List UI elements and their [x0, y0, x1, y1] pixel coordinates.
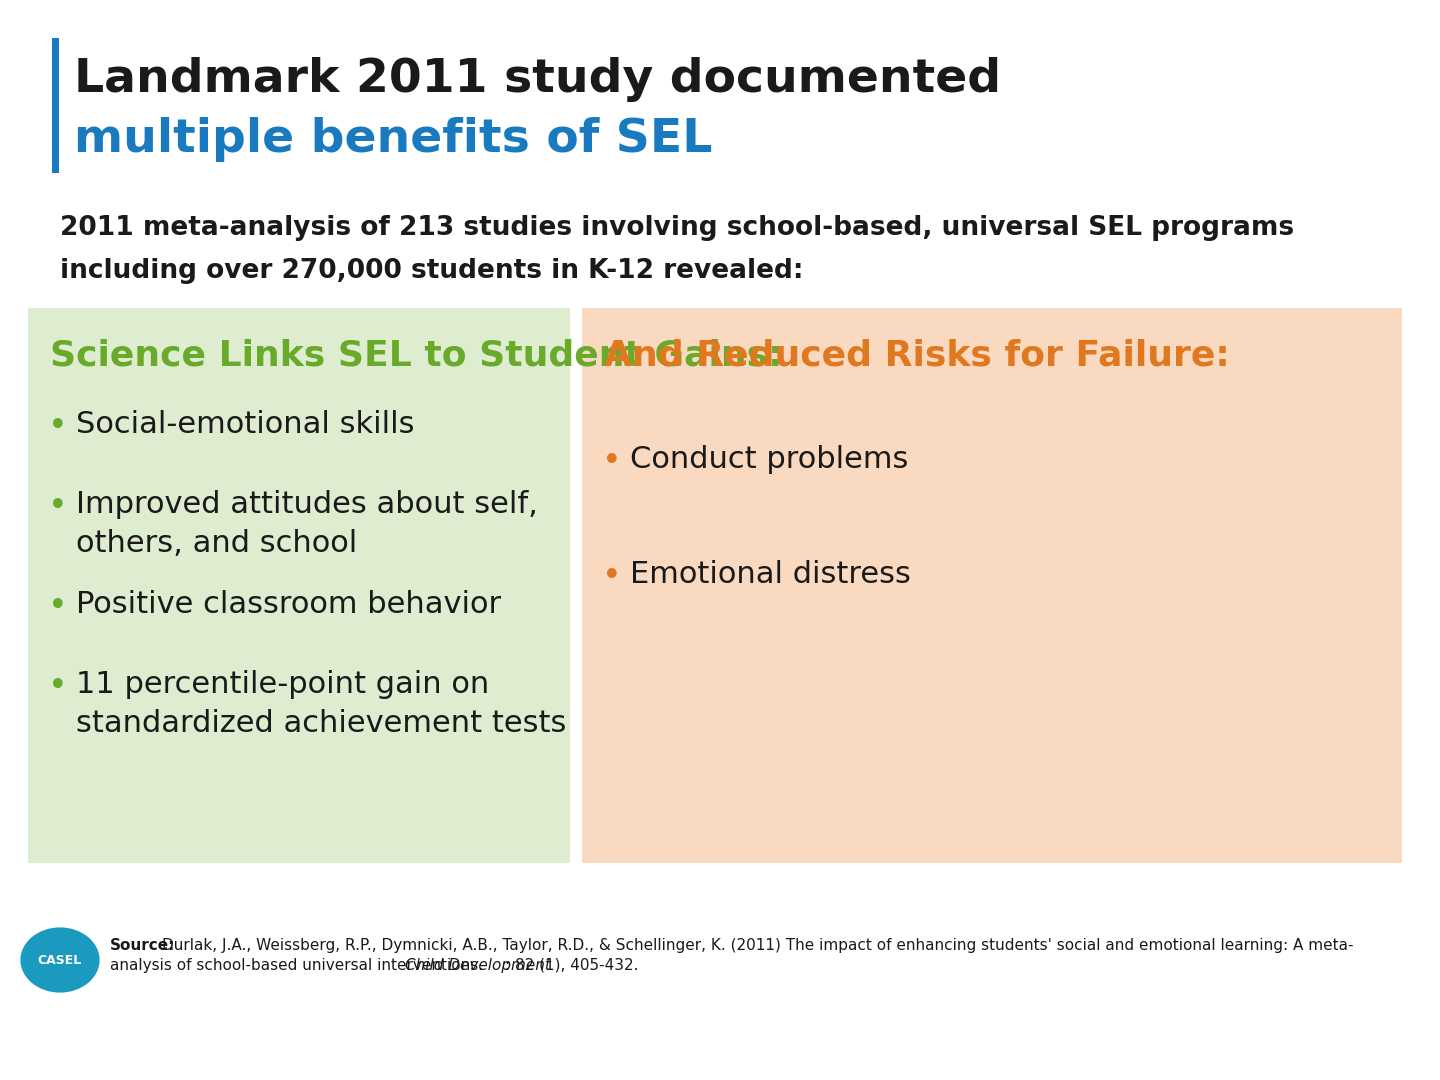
- Text: •: •: [48, 490, 68, 523]
- Text: •: •: [602, 561, 622, 593]
- Text: CASEL: CASEL: [37, 954, 82, 967]
- Text: Child Development: Child Development: [405, 958, 552, 973]
- Text: multiple benefits of SEL: multiple benefits of SEL: [73, 118, 713, 162]
- Text: Science Links SEL to Student Gains:: Science Links SEL to Student Gains:: [50, 338, 782, 372]
- Text: Emotional distress: Emotional distress: [631, 561, 912, 589]
- Text: Conduct problems: Conduct problems: [631, 445, 909, 474]
- FancyBboxPatch shape: [27, 308, 570, 863]
- Text: Improved attitudes about self,
others, and school: Improved attitudes about self, others, a…: [76, 490, 539, 558]
- Text: And Reduced Risks for Failure:: And Reduced Risks for Failure:: [603, 338, 1230, 372]
- Text: including over 270,000 students in K-12 revealed:: including over 270,000 students in K-12 …: [60, 258, 804, 284]
- Ellipse shape: [19, 926, 101, 994]
- FancyBboxPatch shape: [52, 38, 59, 173]
- Text: Social-emotional skills: Social-emotional skills: [76, 410, 415, 438]
- Text: Source:: Source:: [109, 939, 176, 953]
- Text: analysis of school-based universal interventions.: analysis of school-based universal inter…: [109, 958, 488, 973]
- Text: : 82 (1), 405-432.: : 82 (1), 405-432.: [505, 958, 639, 973]
- Text: Durlak, J.A., Weissberg, R.P., Dymnicki, A.B., Taylor, R.D., & Schellinger, K. (: Durlak, J.A., Weissberg, R.P., Dymnicki,…: [161, 939, 1354, 953]
- Text: Positive classroom behavior: Positive classroom behavior: [76, 590, 501, 619]
- Text: •: •: [48, 590, 68, 623]
- Text: Landmark 2011 study documented: Landmark 2011 study documented: [73, 57, 1001, 103]
- Text: 2011 meta-analysis of 213 studies involving school-based, universal SEL programs: 2011 meta-analysis of 213 studies involv…: [60, 215, 1295, 241]
- Text: •: •: [602, 445, 622, 478]
- Text: •: •: [48, 670, 68, 703]
- Text: •: •: [48, 410, 68, 443]
- FancyBboxPatch shape: [582, 308, 1403, 863]
- Text: 11 percentile-point gain on
standardized achievement tests: 11 percentile-point gain on standardized…: [76, 670, 566, 739]
